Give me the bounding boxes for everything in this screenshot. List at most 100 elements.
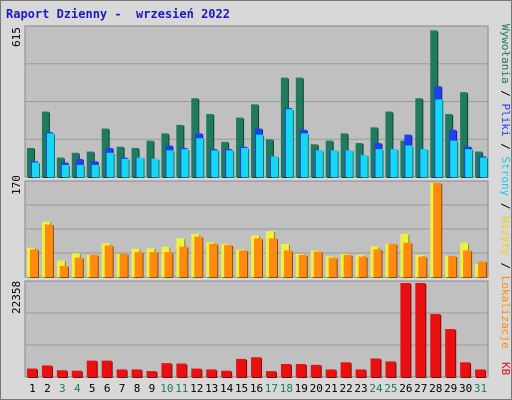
bar-kb xyxy=(475,369,486,377)
bar-files xyxy=(450,140,458,177)
bar-sites xyxy=(44,224,53,277)
top-ymax-label: 615 xyxy=(10,27,23,47)
bar-sites xyxy=(224,244,233,277)
bar-kb xyxy=(101,360,112,377)
bar-files xyxy=(315,150,323,177)
x-tick-label: 15 xyxy=(235,382,248,395)
bar-kb xyxy=(445,329,456,377)
bar-sites xyxy=(313,251,322,277)
bar-sites xyxy=(448,255,457,277)
bar-visits xyxy=(475,151,483,177)
bar-sites xyxy=(179,246,188,277)
y-axis-max-labels: 615 170 22358 xyxy=(10,27,23,314)
bar-visits xyxy=(340,133,348,177)
x-tick-label: 17 xyxy=(265,382,278,395)
x-tick-label: 21 xyxy=(325,382,338,395)
bar-visits xyxy=(101,128,109,177)
legend-pages: Strony xyxy=(499,156,512,196)
bar-files xyxy=(300,133,308,177)
bar-sites xyxy=(388,243,397,277)
x-tick-label: 30 xyxy=(459,382,472,395)
bar-sites xyxy=(164,252,173,277)
bar-sites xyxy=(104,245,113,277)
bar-files xyxy=(91,164,99,177)
x-tick-label: 20 xyxy=(310,382,323,395)
x-tick-label: 22 xyxy=(339,382,352,395)
bar-kb xyxy=(56,370,67,377)
x-axis-labels: 1 2 3 4 5 6 7 8 9 10 11 12 13 14 15 16 17 18 19 20 21 22 23 24 2… xyxy=(29,382,487,395)
bar-visits xyxy=(325,140,333,177)
bar-files xyxy=(226,150,234,177)
legend-sep-1: / xyxy=(499,84,512,104)
bar-files xyxy=(285,109,293,177)
x-tick-label: 24 xyxy=(369,382,383,395)
x-tick-label: 1 xyxy=(29,382,36,395)
bar-kb xyxy=(236,358,247,377)
legend-visitors: Wizyty xyxy=(499,216,512,256)
bar-files xyxy=(465,149,473,177)
bar-sites xyxy=(149,252,158,277)
x-tick-label: 29 xyxy=(444,382,457,395)
bar-visits xyxy=(251,104,259,177)
bar-files xyxy=(375,149,383,177)
bar-kb xyxy=(27,368,37,377)
bar-files xyxy=(330,150,338,177)
bar-visits xyxy=(415,98,423,177)
bar-sites xyxy=(209,243,218,277)
x-tick-label: 9 xyxy=(149,382,156,395)
bar-sites xyxy=(89,254,98,277)
bar-kb xyxy=(400,283,411,377)
x-tick-label: 27 xyxy=(414,382,427,395)
bar-visits xyxy=(460,92,468,177)
bar-visits xyxy=(430,30,438,178)
bar-sites xyxy=(254,238,263,277)
x-tick-label: 5 xyxy=(89,382,96,395)
legend-sep-2: / xyxy=(499,137,512,157)
bar-files xyxy=(46,133,54,177)
bar-kb xyxy=(161,363,172,377)
bar-files xyxy=(61,164,69,177)
bar-visits xyxy=(191,98,199,177)
x-tick-label: 8 xyxy=(134,382,141,395)
bar-visits xyxy=(370,127,378,177)
bar-visits xyxy=(131,147,139,177)
bar-sites xyxy=(119,253,128,277)
bar-kb xyxy=(325,369,336,377)
bar-files xyxy=(196,138,204,177)
bar-kb xyxy=(146,371,157,377)
bar-kb xyxy=(430,313,441,377)
bar-files xyxy=(106,152,114,177)
bar-visits xyxy=(161,133,169,177)
bar-kb xyxy=(41,365,52,377)
bar-visits xyxy=(400,140,408,177)
bar-kb xyxy=(206,369,217,377)
bar-visits xyxy=(27,147,34,177)
x-tick-label: 4 xyxy=(74,382,81,395)
x-tick-label: 25 xyxy=(384,382,397,395)
bar-kb xyxy=(310,364,321,377)
bar-files xyxy=(435,99,443,177)
bar-files xyxy=(121,158,129,177)
bar-sites xyxy=(194,236,203,277)
bar-visits xyxy=(86,151,94,177)
bar-files xyxy=(241,147,249,177)
bar-visits xyxy=(295,77,303,177)
bar-sites xyxy=(418,256,427,277)
bar-visits xyxy=(265,139,273,177)
bar-visits xyxy=(56,157,64,177)
bar-files xyxy=(76,164,84,177)
bar-sites xyxy=(283,250,292,277)
bar-kb xyxy=(340,362,351,377)
bar-files xyxy=(32,162,39,177)
bar-sites xyxy=(298,254,307,277)
bar-kb xyxy=(86,360,97,377)
x-tick-label: 16 xyxy=(250,382,263,395)
bar-visits xyxy=(221,141,229,177)
bar-files xyxy=(256,134,264,177)
bar-sites xyxy=(134,252,143,277)
bar-kb xyxy=(71,370,82,377)
x-tick-label: 7 xyxy=(119,382,126,395)
bar-files xyxy=(211,150,219,177)
bar-visits xyxy=(146,140,154,177)
bar-sites xyxy=(74,257,83,277)
